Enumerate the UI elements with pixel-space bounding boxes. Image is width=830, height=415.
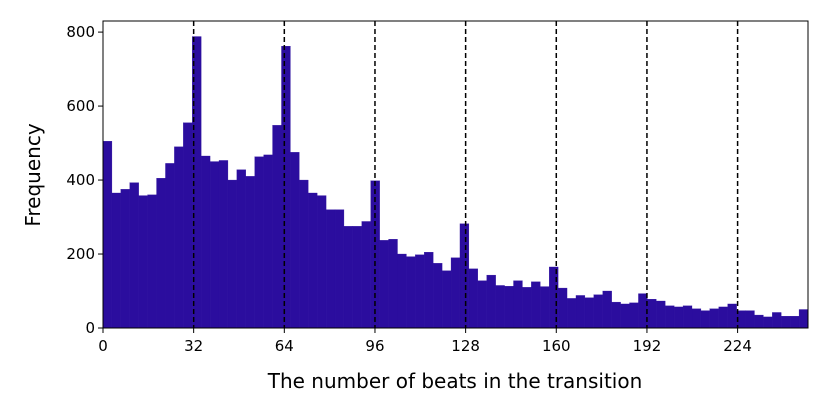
bar xyxy=(495,285,505,329)
bar xyxy=(441,270,452,329)
bar xyxy=(352,226,362,329)
bar xyxy=(424,252,434,329)
bar xyxy=(682,305,693,329)
bar xyxy=(183,122,193,329)
bar xyxy=(772,312,782,329)
bar xyxy=(397,253,407,329)
bar xyxy=(433,263,443,329)
bar xyxy=(415,254,425,329)
bar xyxy=(272,125,282,329)
bar xyxy=(486,274,496,329)
bar xyxy=(602,290,612,329)
bar xyxy=(129,182,139,329)
bar xyxy=(754,314,764,329)
bar xyxy=(575,295,586,329)
bar xyxy=(691,308,702,329)
bar xyxy=(343,226,354,329)
bar xyxy=(388,239,398,329)
x-tick-label: 64 xyxy=(275,337,294,355)
y-tick-label: 400 xyxy=(66,171,95,189)
x-tick-label: 32 xyxy=(184,337,203,355)
bar xyxy=(665,305,675,329)
bar xyxy=(718,306,728,329)
bar xyxy=(138,195,148,329)
bar xyxy=(540,286,550,329)
bar xyxy=(263,154,273,329)
bar xyxy=(120,189,130,329)
bar xyxy=(611,301,621,329)
bar xyxy=(227,179,238,329)
bar xyxy=(236,169,246,329)
bar xyxy=(566,298,577,329)
bar xyxy=(673,306,684,329)
bar xyxy=(798,309,809,329)
bar xyxy=(557,287,568,329)
bar xyxy=(406,256,416,329)
x-tick-label: 224 xyxy=(723,337,752,355)
bar xyxy=(584,297,594,329)
bar xyxy=(245,176,255,329)
bar xyxy=(147,194,157,329)
bar xyxy=(218,160,229,329)
bar xyxy=(727,303,737,329)
bar xyxy=(450,257,461,329)
bar xyxy=(174,146,184,329)
bar xyxy=(102,141,113,329)
x-axis-label: The number of beats in the transition xyxy=(267,369,643,393)
bar xyxy=(656,300,666,329)
bar xyxy=(308,192,318,329)
x-tick-label: 0 xyxy=(98,337,108,355)
bar xyxy=(629,302,639,329)
bar xyxy=(513,280,523,329)
bar xyxy=(647,298,657,329)
bar xyxy=(254,156,264,329)
x-tick-label: 128 xyxy=(451,337,480,355)
bar xyxy=(209,161,220,329)
bar xyxy=(299,179,309,329)
bar xyxy=(361,221,371,329)
bar xyxy=(334,209,345,329)
y-tick-label: 800 xyxy=(66,23,95,41)
bar xyxy=(638,293,648,329)
bar xyxy=(504,286,514,329)
bar xyxy=(593,294,603,329)
bar xyxy=(459,223,470,329)
bar xyxy=(111,192,121,329)
bar xyxy=(379,240,389,329)
x-tick-label: 96 xyxy=(365,337,384,355)
bar xyxy=(290,152,300,329)
bar xyxy=(781,316,791,329)
x-tick-label: 192 xyxy=(633,337,662,355)
bar xyxy=(156,178,166,329)
bar xyxy=(790,316,800,329)
bar xyxy=(468,268,478,329)
bar xyxy=(201,155,211,329)
y-tick-label: 0 xyxy=(85,319,95,337)
bar xyxy=(745,310,755,329)
y-tick-label: 200 xyxy=(66,245,95,263)
bar xyxy=(165,163,175,329)
x-tick-label: 160 xyxy=(542,337,571,355)
bar xyxy=(709,308,719,329)
bar xyxy=(531,281,541,329)
plot-frame xyxy=(102,20,809,329)
bar xyxy=(620,303,630,329)
y-axis-label: Frequency xyxy=(21,123,45,226)
bar xyxy=(700,310,710,329)
bar xyxy=(281,46,291,329)
bar xyxy=(522,287,532,329)
bar xyxy=(325,209,336,329)
bar xyxy=(477,280,487,329)
y-tick-label: 600 xyxy=(66,97,95,115)
bar xyxy=(763,316,773,329)
bar xyxy=(317,195,327,329)
